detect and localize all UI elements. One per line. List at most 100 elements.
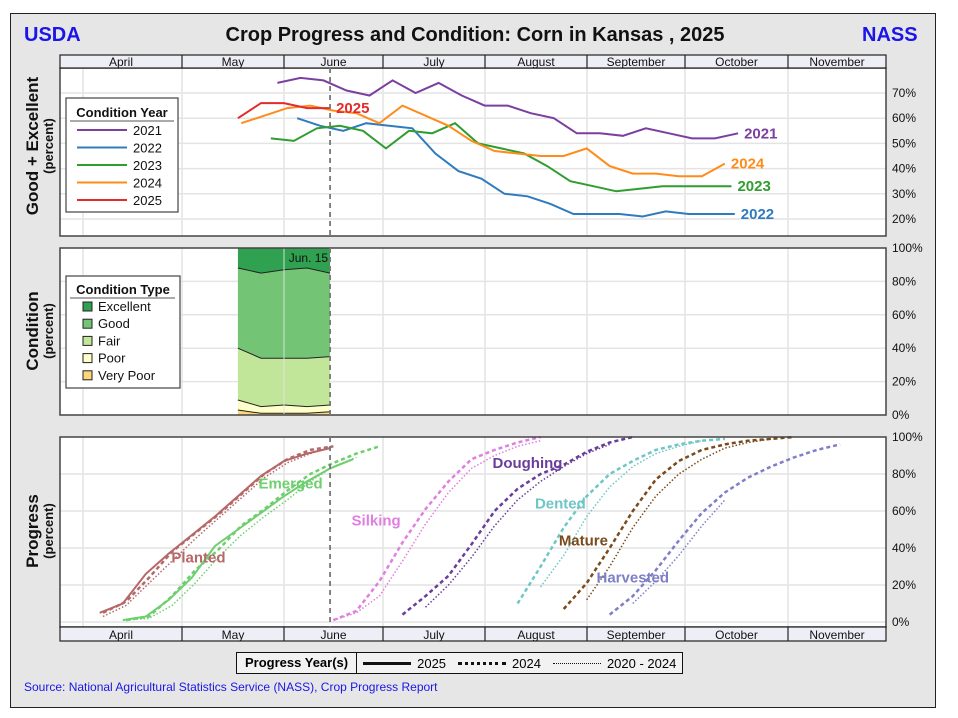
legend-label-2021: 2021 <box>133 123 162 138</box>
progress-legend-label: 2020 - 2024 <box>606 655 677 671</box>
solid-line-icon <box>363 661 412 665</box>
legend-label-2024: 2024 <box>133 176 162 191</box>
dotted-line-icon <box>552 662 601 664</box>
progress-label-dented: Dented <box>535 496 586 513</box>
progress-label-planted: Planted <box>171 549 225 566</box>
legend-swatch-very-poor <box>82 370 93 381</box>
legend-swatch-fair <box>82 335 93 346</box>
month-label-august: August <box>517 628 555 642</box>
y-tick-label: 60% <box>892 504 916 518</box>
month-label-april: April <box>109 55 133 69</box>
y-tick-label: 0% <box>892 615 910 629</box>
ge-series-label-2023: 2023 <box>737 178 770 195</box>
source-note: Source: National Agricultural Statistics… <box>24 680 438 694</box>
month-label-august: August <box>517 55 555 69</box>
progress-line-harvested-2024 <box>608 443 841 616</box>
ge-series-label-2025: 2025 <box>336 100 369 117</box>
progress-line-mature-2020-2024 <box>586 438 772 601</box>
progress-line-silking-2024 <box>332 435 541 622</box>
progress-legend-item-avg: 2020 - 2024 <box>547 656 682 671</box>
legend-label-excellent: Excellent <box>98 299 151 314</box>
progress-label-mature: Mature <box>559 533 608 550</box>
legend-label-fair: Fair <box>98 333 121 348</box>
month-label-october: October <box>715 628 758 642</box>
y-tick-label: 60% <box>892 308 916 322</box>
legend-label-2023: 2023 <box>133 158 162 173</box>
month-label-october: October <box>715 55 758 69</box>
legend-label-very-poor: Very Poor <box>98 368 156 383</box>
progress-legend-label: 2025 <box>417 655 447 671</box>
y-tick-label: 0% <box>892 408 910 422</box>
ge-series-label-2024: 2024 <box>731 156 765 173</box>
legend-swatch-excellent <box>82 301 93 312</box>
progress-line-doughing-2024 <box>401 435 634 616</box>
condition-year-legend: Condition Year 2021 2022 2023 2024 2025 <box>65 97 179 213</box>
month-label-april: April <box>109 628 133 642</box>
progress-line-dented-2020-2024 <box>539 439 703 588</box>
ge-series-label-2021: 2021 <box>744 125 777 142</box>
progress-line-emerged-2024 <box>125 445 380 622</box>
legend-title: Condition Type <box>76 282 170 297</box>
legend-title: Condition Year <box>76 105 168 120</box>
dashed-line-icon <box>458 661 507 665</box>
month-label-july: July <box>423 628 444 642</box>
progress-legend-item-2024: 2024 <box>452 656 547 671</box>
legend-box <box>65 275 181 389</box>
legend-box <box>65 97 179 213</box>
bottom-month-axis-bar <box>59 626 887 642</box>
month-label-june: June <box>320 55 346 69</box>
progress-legend-label: 2024 <box>512 655 541 671</box>
ge-line-2025 <box>237 102 331 120</box>
y-tick-label: 80% <box>892 467 916 481</box>
condition-type-legend: Condition Type Excellent Good Fair Poor Very … <box>65 275 181 389</box>
month-label-july: July <box>423 55 444 69</box>
progress-label-emerged: Emerged <box>258 475 322 492</box>
progress-line-emerged-2020-2024 <box>126 456 357 621</box>
y-tick-label: 30% <box>892 187 916 201</box>
legend-label-poor: Poor <box>98 351 126 366</box>
progress-line-planted-2020-2024 <box>102 445 334 618</box>
top-month-axis-bar <box>59 54 887 69</box>
month-label-september: September <box>607 628 666 642</box>
y-tick-label: 20% <box>892 578 916 592</box>
nass-logo-text: NASS <box>862 24 918 46</box>
legend-label-2025: 2025 <box>133 193 162 208</box>
progress-line-dented-2024 <box>516 437 725 605</box>
progress-line-mature-2024 <box>562 435 795 610</box>
progress-label-silking: Silking <box>352 512 401 529</box>
y-tick-label: 40% <box>892 162 916 176</box>
y-tick-label: 100% <box>892 430 923 444</box>
progress-label-doughing: Doughing <box>492 455 562 472</box>
y-tick-label: 80% <box>892 274 916 288</box>
month-label-june: June <box>320 628 346 642</box>
month-label-november: November <box>809 55 864 69</box>
panel-2-background <box>60 437 886 627</box>
legend-label-2022: 2022 <box>133 141 162 156</box>
legend-label-good: Good <box>98 316 130 331</box>
progress-year-legend: Progress Year(s) 2025 2024 2020 - 2024 <box>236 652 684 674</box>
y-tick-label: 20% <box>892 375 916 389</box>
y-tick-label: 50% <box>892 136 916 150</box>
ge-line-2022 <box>296 117 735 218</box>
legend-swatch-good <box>82 318 93 329</box>
legend-swatch-poor <box>82 353 93 364</box>
ge-line-2021 <box>277 76 739 140</box>
current-week-label: Jun. 15 <box>289 251 329 265</box>
progress-label-harvested: Harvested <box>597 570 670 587</box>
month-label-november: November <box>809 628 864 642</box>
y-tick-label: 40% <box>892 541 916 555</box>
y-tick-label: 70% <box>892 86 916 100</box>
panel-1-background <box>60 248 886 415</box>
progress-legend-title: Progress Year(s) <box>237 653 358 673</box>
progress-line-silking-2020-2024 <box>333 439 541 621</box>
month-label-may: May <box>222 55 245 69</box>
month-label-september: September <box>607 55 666 69</box>
month-label-may: May <box>222 628 245 642</box>
ge-line-2023 <box>270 122 732 193</box>
panel-0-background <box>60 68 886 236</box>
y-tick-label: 20% <box>892 212 916 226</box>
progress-line-harvested-2020-2024 <box>632 499 726 605</box>
progress-legend-item-2025: 2025 <box>357 656 452 671</box>
ge-series-label-2022: 2022 <box>741 206 774 223</box>
